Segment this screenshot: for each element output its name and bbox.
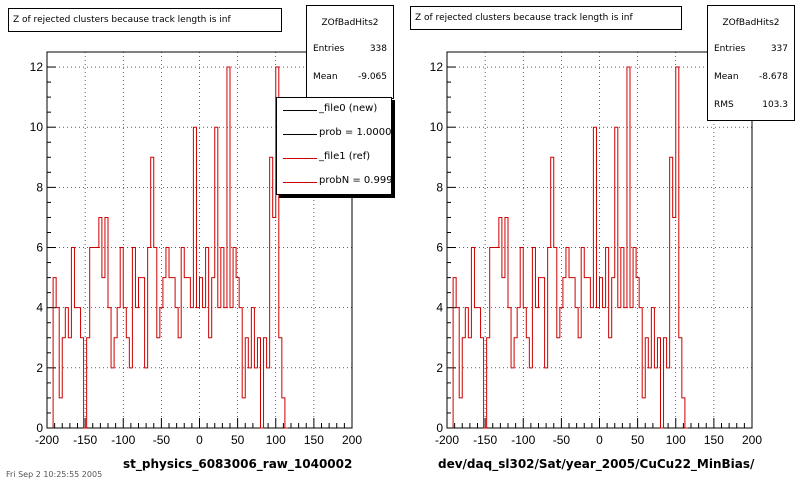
y-tick-label: 8 <box>436 180 443 194</box>
right-entries-label: Entries <box>714 44 746 54</box>
x-tick-label: 0 <box>196 433 203 447</box>
left-mean-label: Mean <box>313 72 338 82</box>
right-stats-box: ZOfBadHits2 Entries 337 Mean -8.678 RMS … <box>707 5 795 121</box>
right-plot-title: Z of rejected clusters because track len… <box>410 6 682 30</box>
left-entries-value: 338 <box>369 44 387 54</box>
x-tick-label: 200 <box>342 433 362 447</box>
right-mean-value: -8.678 <box>758 72 788 82</box>
footer-timestamp: Fri Sep 2 10:25:55 2005 <box>6 470 103 479</box>
y-tick-label: 6 <box>36 241 43 255</box>
legend-line-probn <box>283 182 317 183</box>
y-tick-label: 8 <box>36 180 43 194</box>
legend-label-new: _file0 (new) <box>319 103 378 114</box>
x-tick-label: -200 <box>435 433 459 447</box>
y-tick-label: 12 <box>430 60 444 74</box>
histogram-series-line <box>52 66 288 429</box>
legend-entry-ref: _file1 (ref) <box>277 146 391 170</box>
y-tick-label: 10 <box>30 120 44 134</box>
x-tick-label: -200 <box>35 433 59 447</box>
x-tick-label: -100 <box>111 433 135 447</box>
y-tick-label: 2 <box>36 361 43 375</box>
histogram-series-line <box>452 66 688 429</box>
left-stats-box: ZOfBadHits2 Entries 338 Mean -9.065 <box>306 5 394 99</box>
x-tick-label: 150 <box>304 433 324 447</box>
left-entries-label: Entries <box>313 44 345 54</box>
legend-label-ref: _file1 (ref) <box>319 151 371 162</box>
left-x-axis-title: st_physics_6083006_raw_1040002 <box>123 457 353 471</box>
right-rms-label: RMS <box>714 100 734 110</box>
x-tick-label: -100 <box>511 433 535 447</box>
x-tick-label: 50 <box>231 433 245 447</box>
right-x-axis-title: dev/daq_sl302/Sat/year_2005/CuCu22_MinBi… <box>438 457 755 471</box>
legend-entry-probn: probN = 0.99952 <box>277 170 391 194</box>
legend-line-prob <box>283 134 317 135</box>
right-rms-value: 103.3 <box>762 100 788 110</box>
y-tick-label: 0 <box>36 421 43 435</box>
y-tick-label: 4 <box>436 301 443 315</box>
x-tick-label: 150 <box>704 433 724 447</box>
x-tick-label: -50 <box>553 433 571 447</box>
y-tick-label: 2 <box>436 361 443 375</box>
x-tick-label: -150 <box>73 433 97 447</box>
x-tick-label: -50 <box>153 433 171 447</box>
legend-entry-prob: prob = 1.000000 <box>277 122 391 146</box>
x-tick-label: 100 <box>266 433 286 447</box>
right-mean-label: Mean <box>714 72 739 82</box>
y-tick-label: 4 <box>36 301 43 315</box>
y-tick-label: 0 <box>436 421 443 435</box>
right-entries-value: 337 <box>770 44 788 54</box>
legend-line-new <box>283 110 317 111</box>
legend-entry-new: _file0 (new) <box>277 98 391 122</box>
x-tick-label: 100 <box>666 433 686 447</box>
left-plot-title: Z of rejected clusters because track len… <box>8 8 282 32</box>
legend-label-prob: prob = 1.000000 <box>319 127 392 138</box>
y-tick-label: 12 <box>30 60 44 74</box>
x-tick-label: -150 <box>473 433 497 447</box>
right-histogram-plot: -200 -150 -100 -50 0 50 100 150 200 0 2 4 6 8 10 12 <box>430 51 762 447</box>
x-tick-label: 200 <box>742 433 762 447</box>
y-tick-label: 10 <box>430 120 444 134</box>
left-histogram-plot: -200 -150 -100 -50 0 50 100 150 200 0 2 4 6 8 10 12 <box>30 51 362 447</box>
x-tick-label: 50 <box>631 433 645 447</box>
left-legend: _file0 (new) prob = 1.000000 _file1 (ref… <box>276 97 392 195</box>
legend-line-ref <box>283 158 317 159</box>
x-tick-label: 0 <box>596 433 603 447</box>
left-stats-name: ZOfBadHits2 <box>321 18 379 28</box>
legend-label-probn: probN = 0.99952 <box>319 175 392 186</box>
y-tick-label: 6 <box>436 241 443 255</box>
right-stats-name: ZOfBadHits2 <box>722 18 780 28</box>
left-mean-value: -9.065 <box>357 72 387 82</box>
